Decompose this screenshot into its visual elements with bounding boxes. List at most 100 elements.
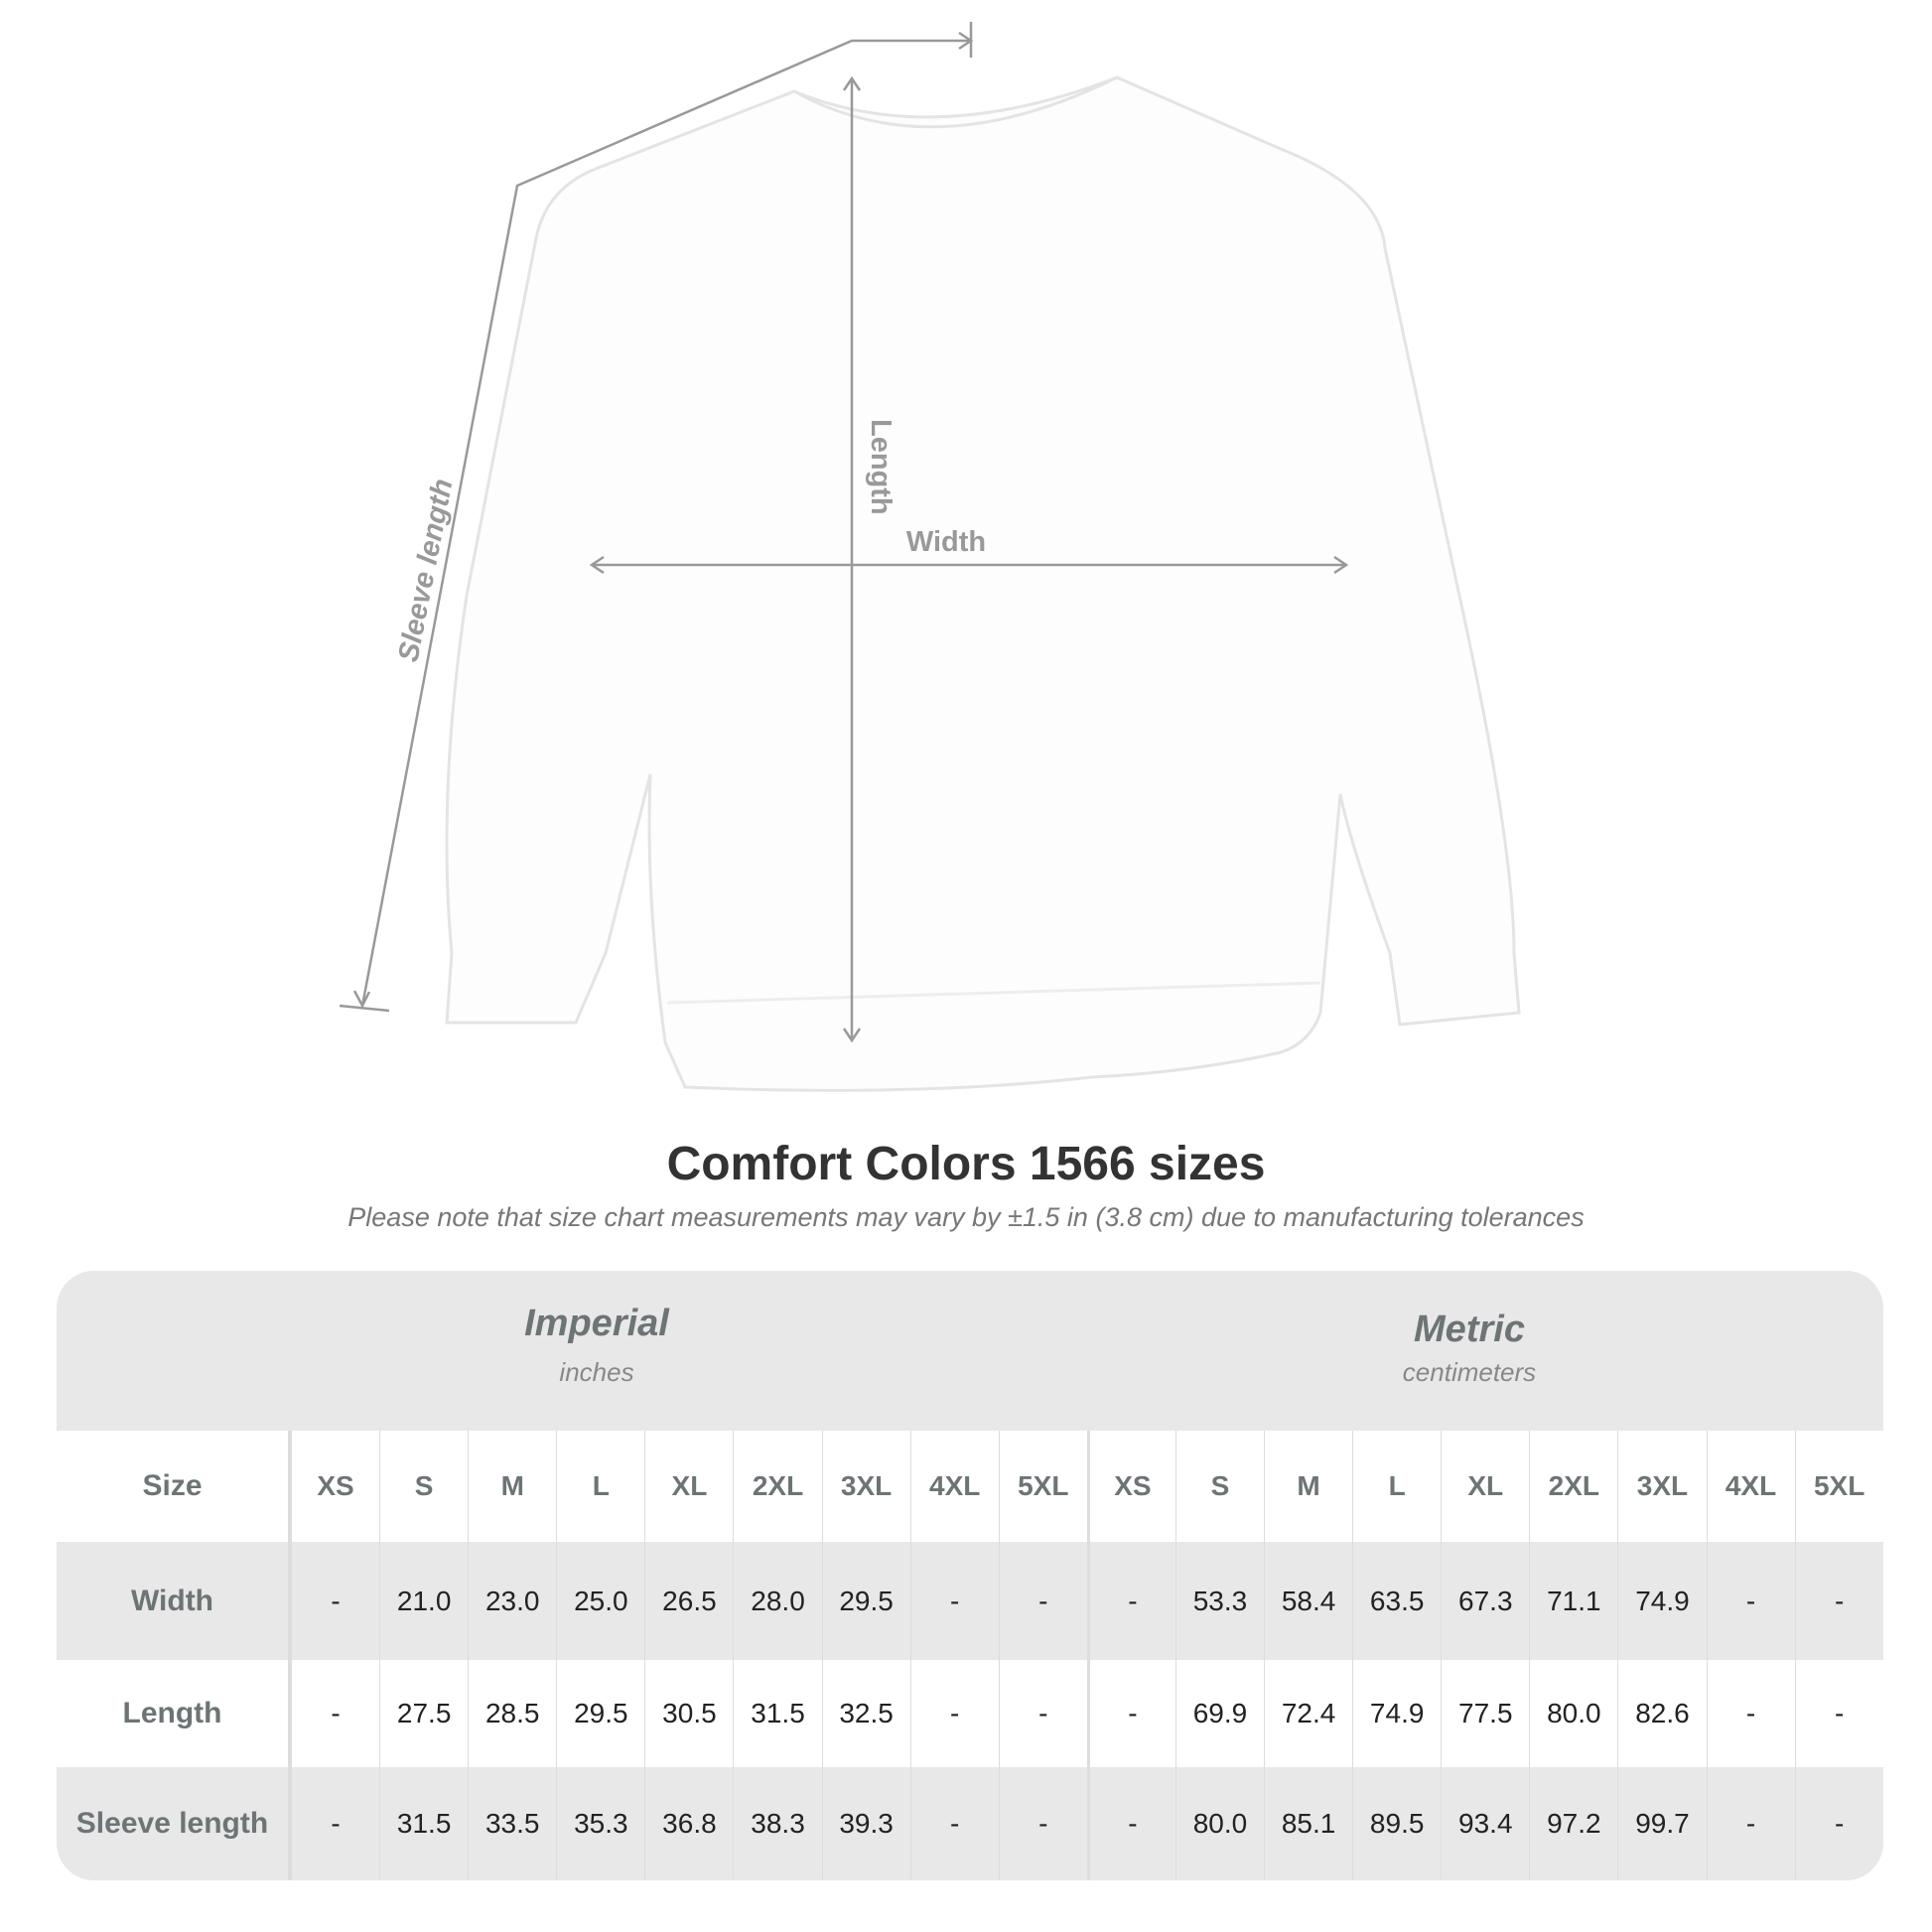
row-label: Sleeve length xyxy=(57,1767,291,1880)
table-cell: 82.6 xyxy=(1617,1660,1706,1767)
waistband xyxy=(666,981,1321,1005)
table-cell: - xyxy=(998,1660,1087,1767)
width-label: Width xyxy=(906,526,986,558)
table-cell: 32.5 xyxy=(821,1660,910,1767)
collar xyxy=(793,75,1118,129)
table-cell: - xyxy=(1086,1542,1175,1660)
table-cell: 89.5 xyxy=(1352,1767,1441,1880)
table-cell: 29.5 xyxy=(556,1660,644,1767)
table-cell: 99.7 xyxy=(1617,1767,1706,1880)
size-header-row: Size XS S M L XL 2XL 3XL 4XL 5XL XS S M L XL 2XL 3XL 4XL 5… xyxy=(57,1431,1883,1542)
table-cell: 63.5 xyxy=(1352,1542,1441,1660)
table-cell: 36.8 xyxy=(644,1767,733,1880)
size-header: M xyxy=(468,1431,556,1542)
group-header: Imperial inches Metric centimeters xyxy=(57,1271,1883,1431)
table-cell: 28.5 xyxy=(468,1660,556,1767)
table-cell: - xyxy=(1086,1767,1175,1880)
table-cell: - xyxy=(1706,1660,1795,1767)
size-header: S xyxy=(379,1431,468,1542)
table-cell: 72.4 xyxy=(1264,1660,1352,1767)
table-cell: - xyxy=(291,1542,379,1660)
size-header: XL xyxy=(644,1431,733,1542)
table-cell: 30.5 xyxy=(644,1660,733,1767)
length-arrowhead xyxy=(842,1028,862,1043)
table-cell: 29.5 xyxy=(821,1542,910,1660)
imperial-title: Imperial xyxy=(524,1303,669,1344)
row-label: Length xyxy=(57,1660,291,1767)
table-cell: 80.0 xyxy=(1174,1767,1264,1880)
table-cell: 80.0 xyxy=(1529,1660,1617,1767)
size-header: 5XL xyxy=(1794,1431,1883,1542)
size-table: Imperial inches Metric centimeters Size X… xyxy=(57,1271,1883,1880)
table-cell: 74.9 xyxy=(1617,1542,1706,1660)
size-header: L xyxy=(556,1431,644,1542)
table-cell: 28.0 xyxy=(733,1542,821,1660)
size-header: 3XL xyxy=(1617,1431,1706,1542)
table-cell: - xyxy=(909,1660,999,1767)
table-cell: - xyxy=(1794,1660,1883,1767)
size-header: M xyxy=(1264,1431,1352,1542)
table-cell: 27.5 xyxy=(379,1660,468,1767)
row-label: Size xyxy=(57,1431,291,1542)
sleeve-length-label: Sleeve length xyxy=(392,477,459,665)
size-header: 2XL xyxy=(733,1431,821,1542)
table-cell: 26.5 xyxy=(644,1542,733,1660)
metric-unit: centimeters xyxy=(1402,1357,1537,1387)
size-header: 3XL xyxy=(821,1431,910,1542)
table-cell: 58.4 xyxy=(1264,1542,1352,1660)
table-cell: - xyxy=(291,1767,379,1880)
size-header: 5XL xyxy=(998,1431,1087,1542)
table-cell: - xyxy=(998,1767,1087,1880)
table-row: Sleeve length -31.5 33.5 35.3 36.8 38.3 39.3- -… xyxy=(57,1767,1883,1880)
table-cell: - xyxy=(291,1660,379,1767)
table-cell: 93.4 xyxy=(1441,1767,1529,1880)
size-header: S xyxy=(1174,1431,1264,1542)
sweatshirt-illustration xyxy=(445,75,1521,1092)
table-cell: 69.9 xyxy=(1174,1660,1264,1767)
table-cell: 31.5 xyxy=(733,1660,821,1767)
metric-title: Metric xyxy=(1414,1309,1525,1350)
chart-subtitle: Please note that size chart measurements… xyxy=(347,1202,1585,1232)
table-cell: 31.5 xyxy=(379,1767,468,1880)
table-row: Length -27.5 28.5 29.5 30.5 31.5 32.5- - -69.9 72… xyxy=(57,1660,1883,1767)
chart-title: Comfort Colors 1566 sizes xyxy=(666,1138,1266,1190)
row-label: Width xyxy=(57,1542,291,1660)
table-cell: 53.3 xyxy=(1174,1542,1264,1660)
sleeve-length-start-tick xyxy=(339,1004,390,1013)
size-header: XS xyxy=(291,1431,379,1542)
width-arrowhead xyxy=(589,555,605,575)
imperial-unit: inches xyxy=(559,1357,634,1387)
width-arrowhead xyxy=(1333,555,1349,575)
metric-group: Metric centimeters xyxy=(1221,1309,1718,1388)
table-cell: - xyxy=(1086,1660,1175,1767)
size-header: 4XL xyxy=(1706,1431,1795,1542)
table-cell: 23.0 xyxy=(468,1542,556,1660)
size-header: L xyxy=(1352,1431,1441,1542)
size-header: XL xyxy=(1441,1431,1529,1542)
size-header: 4XL xyxy=(909,1431,999,1542)
table-cell: 97.2 xyxy=(1529,1767,1617,1880)
table-cell: - xyxy=(1794,1542,1883,1660)
length-label: Length xyxy=(865,419,897,515)
sweatshirt-diagram: Length Width Sleeve length xyxy=(339,22,1521,1092)
table-cell: 67.3 xyxy=(1441,1542,1529,1660)
table-cell: - xyxy=(1794,1767,1883,1880)
table-cell: 35.3 xyxy=(556,1767,644,1880)
table-cell: 74.9 xyxy=(1352,1660,1441,1767)
table-cell: - xyxy=(1706,1542,1795,1660)
sleeve-length-line xyxy=(360,39,971,1007)
table-cell: 39.3 xyxy=(821,1767,910,1880)
table-cell: 25.0 xyxy=(556,1542,644,1660)
sleeve-arrowhead xyxy=(958,31,974,51)
table-cell: - xyxy=(1706,1767,1795,1880)
table-cell: 38.3 xyxy=(733,1767,821,1880)
imperial-group: Imperial inches xyxy=(348,1303,845,1388)
table-cell: 71.1 xyxy=(1529,1542,1617,1660)
size-header: 2XL xyxy=(1529,1431,1617,1542)
table-cell: 77.5 xyxy=(1441,1660,1529,1767)
table-cell: - xyxy=(909,1767,999,1880)
table-row: Width -21.0 23.0 25.0 26.5 28.0 29.5- - -53.3 58.… xyxy=(57,1542,1883,1660)
table-cell: 33.5 xyxy=(468,1767,556,1880)
sleeve-arrowhead xyxy=(352,990,371,1009)
